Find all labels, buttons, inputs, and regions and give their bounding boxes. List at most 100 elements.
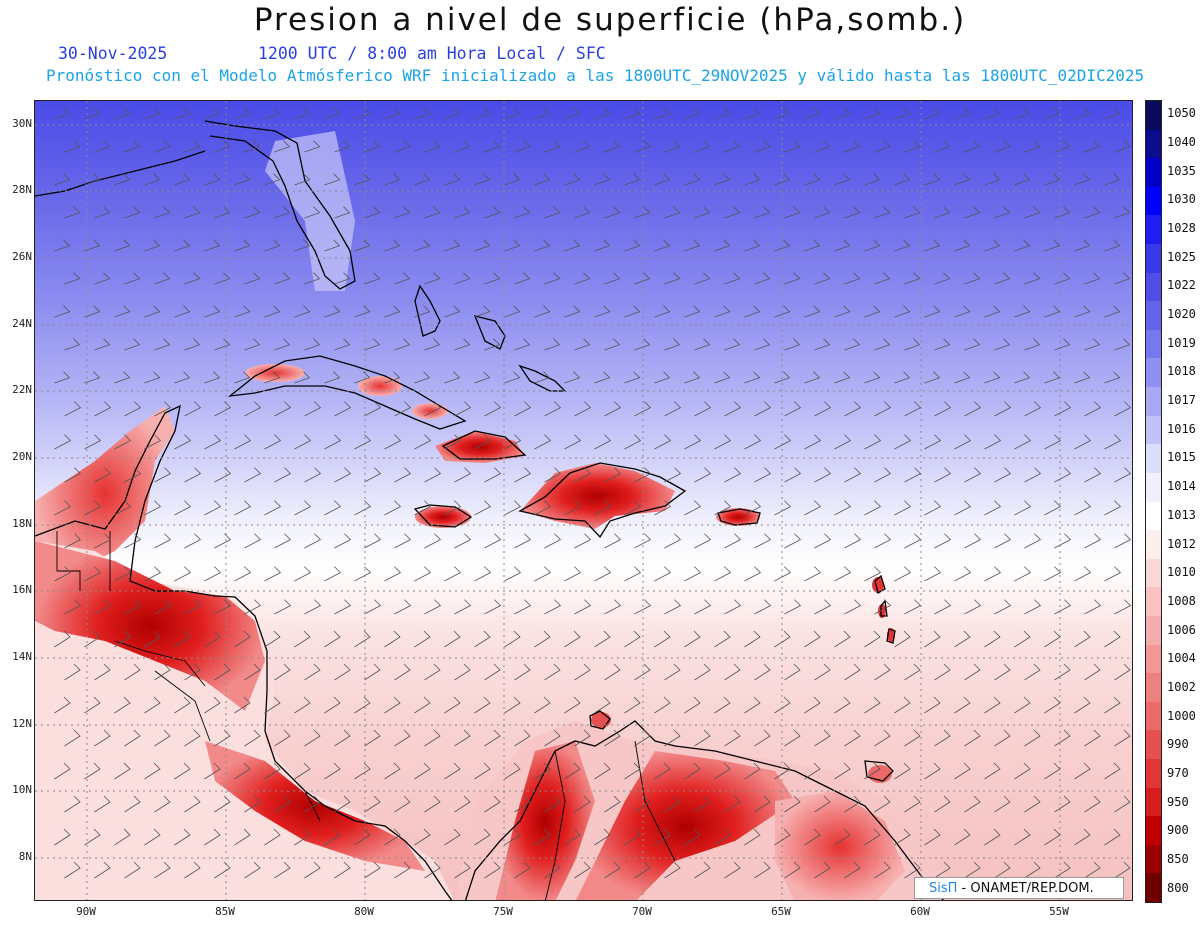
wind-barb (514, 401, 532, 417)
wind-barb (864, 566, 882, 582)
wind-barb (924, 696, 941, 714)
colorbar-segment (1146, 873, 1161, 903)
wind-barb (804, 434, 822, 450)
wind-barb (1114, 533, 1132, 549)
wind-barb (394, 795, 411, 813)
wind-barb (1054, 663, 1071, 681)
colorbar-level-label: 1017 (1167, 393, 1196, 408)
wind-barb (874, 338, 891, 351)
forecast-info: Pronóstico con el Modelo Atmósferico WRF… (46, 66, 1145, 85)
wind-barb (184, 338, 201, 351)
wind-barb (754, 729, 771, 747)
wind-barb (184, 206, 201, 219)
wind-barb (444, 566, 462, 582)
wind-barb (774, 500, 792, 516)
wind-barb (334, 206, 351, 219)
wind-barb (1024, 795, 1041, 813)
wind-barb (1044, 696, 1061, 714)
wind-barb (864, 696, 881, 714)
wind-barb (994, 140, 1011, 153)
wind-barb (264, 566, 282, 582)
wind-barb (294, 630, 311, 648)
wind-barb (124, 338, 141, 351)
wind-barb (334, 338, 351, 351)
wind-barb (414, 828, 431, 846)
wind-barb (274, 140, 291, 153)
wind-barb (924, 239, 941, 252)
wind-barb (934, 663, 951, 681)
wind-barb (154, 401, 172, 417)
wind-barb (1114, 272, 1131, 285)
wind-barb (574, 206, 591, 219)
wind-barb (934, 140, 951, 153)
wind-barb (804, 762, 821, 780)
wind-barb (864, 173, 881, 186)
wind-barb (664, 729, 681, 747)
wind-barb (454, 272, 471, 285)
wind-barb (334, 729, 351, 747)
wind-barb (744, 630, 761, 648)
wind-barb (354, 305, 371, 318)
wind-barb (294, 173, 311, 186)
wind-barb (874, 795, 891, 813)
wind-barb (1044, 371, 1061, 384)
wind-barb (454, 140, 471, 153)
wind-barb (864, 762, 881, 780)
wind-barb (564, 500, 582, 516)
wind-barb (514, 272, 531, 285)
wind-barb (214, 599, 232, 615)
wind-barb (94, 533, 112, 549)
wind-barb (354, 828, 371, 846)
wind-barb (654, 371, 671, 384)
colorbar-segment (1146, 329, 1161, 359)
wind-barb (124, 206, 141, 219)
wind-barb (144, 630, 161, 648)
wind-barb (364, 140, 381, 153)
wind-barb (804, 500, 822, 516)
wind-barb (754, 401, 772, 417)
wind-barb (984, 762, 1001, 780)
wind-barb (84, 305, 101, 318)
colorbar-level-label: 1019 (1167, 335, 1196, 350)
wind-barb (774, 762, 791, 780)
wind-barb (754, 272, 771, 285)
wind-barb (384, 173, 401, 186)
wind-barb (324, 828, 341, 846)
wind-barb (774, 630, 791, 648)
wind-barb (354, 762, 371, 780)
wind-barb (784, 599, 802, 615)
wind-barb (904, 338, 921, 351)
wind-barb (1054, 599, 1072, 615)
lat-label-16n: 16N (12, 583, 32, 596)
wind-barb (544, 401, 562, 417)
wind-barb (144, 173, 161, 186)
wind-barb (334, 272, 351, 285)
wind-barb (354, 107, 371, 120)
wind-barb (924, 434, 942, 450)
wind-barb (844, 729, 861, 747)
wind-barb (504, 173, 521, 186)
wind-barb (94, 140, 111, 153)
wind-barb (834, 371, 851, 384)
wind-barb (544, 206, 561, 219)
wind-barb (504, 239, 521, 252)
wind-barb (394, 729, 411, 747)
wind-barb (624, 828, 641, 846)
wind-barb (564, 173, 581, 186)
wind-barb (484, 467, 502, 483)
wind-barb (304, 338, 321, 351)
wind-barb (844, 140, 861, 153)
wind-barb (174, 696, 191, 714)
wind-barb (214, 861, 231, 879)
wind-barb (754, 140, 771, 153)
wind-barb (724, 467, 742, 483)
wind-barb (874, 467, 892, 483)
wind-barb (154, 861, 171, 879)
wind-barb (1014, 107, 1031, 120)
wind-barb (154, 140, 171, 153)
wind-barb (474, 107, 491, 120)
wind-barb (604, 467, 622, 483)
wind-barb (624, 630, 641, 648)
landmass-mexico-yucatan (35, 406, 175, 581)
wind-barb (504, 500, 522, 516)
